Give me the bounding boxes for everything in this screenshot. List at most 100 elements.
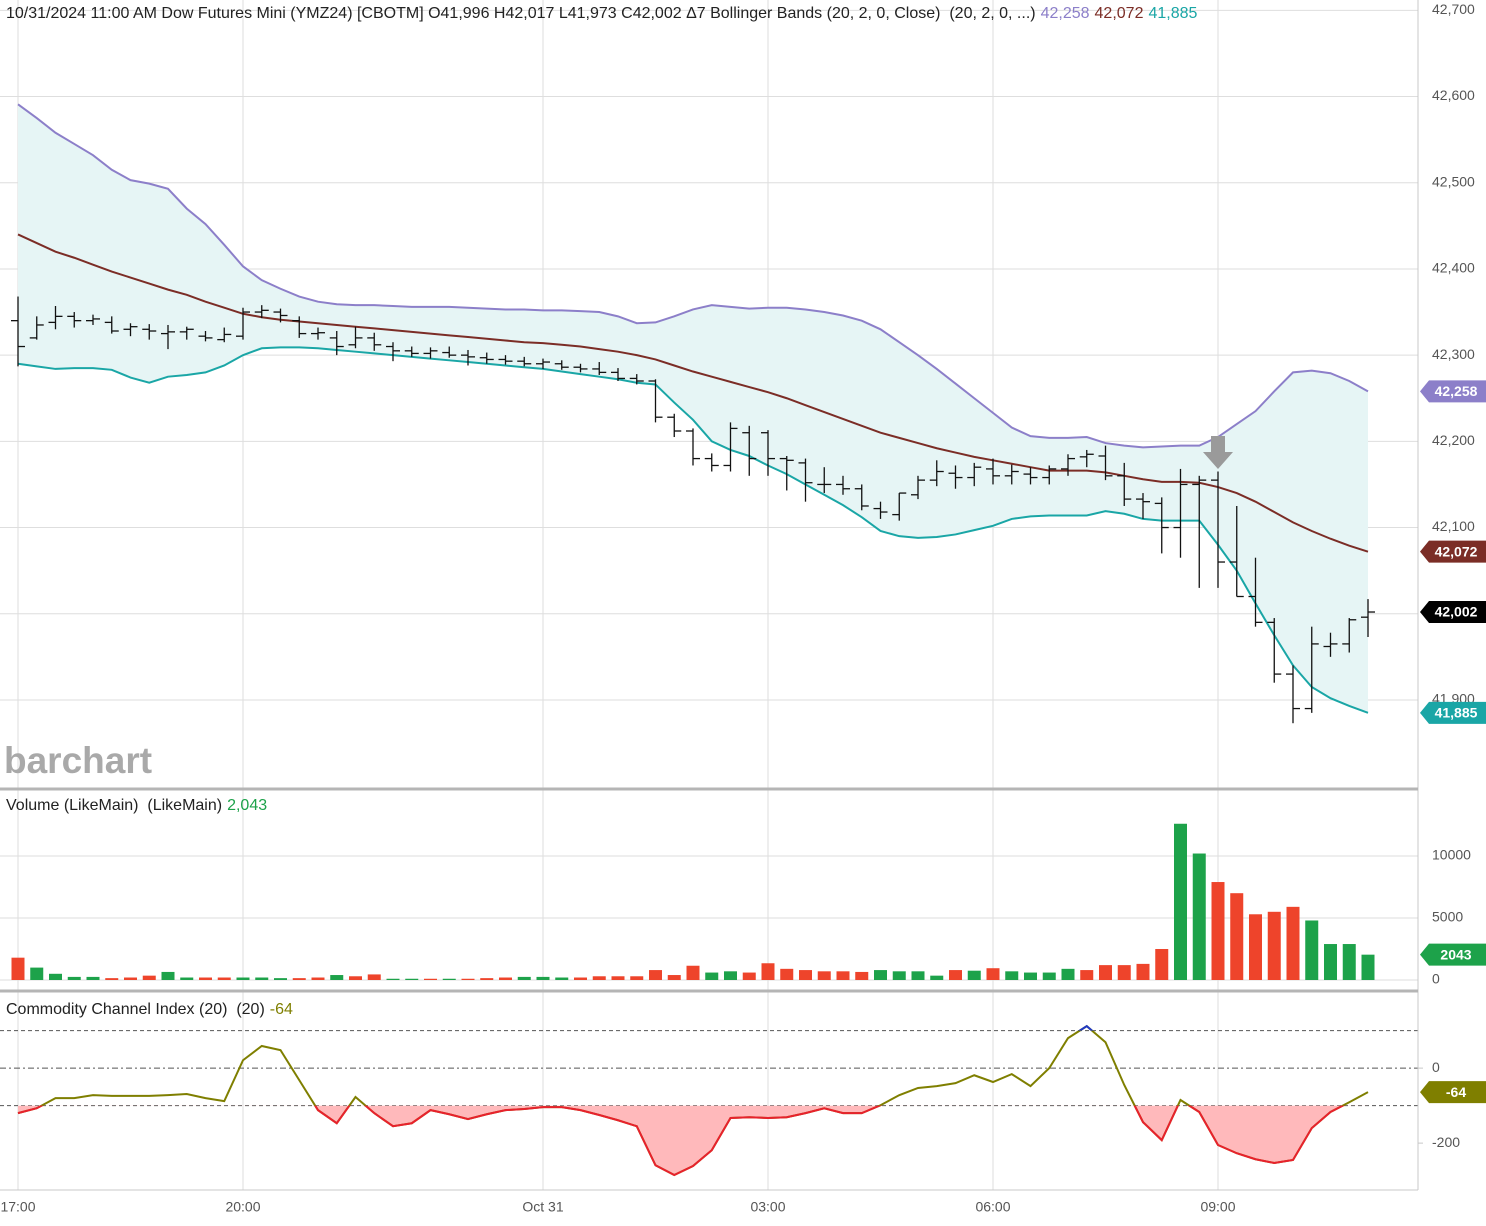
band-fill (18, 104, 1368, 713)
panel-value: -64 (270, 1001, 293, 1018)
value-badge-label: 42,258 (1435, 383, 1478, 399)
y-tick-label: 42,600 (1432, 87, 1475, 103)
volume-bar (855, 971, 869, 980)
y-tick-label: 42,700 (1432, 1, 1475, 17)
value-badge (1420, 601, 1486, 624)
value-badge-label: 42,072 (1435, 543, 1478, 559)
value-badge-label: 2043 (1440, 946, 1471, 962)
volume-bar (761, 963, 775, 980)
volume-bar (967, 970, 981, 980)
volume-bar (705, 972, 719, 980)
legend-value: 42,258 (1041, 5, 1090, 22)
volume-bar (367, 974, 381, 980)
value-badge (1420, 380, 1486, 403)
volume-bar (67, 976, 81, 980)
volume-bar (667, 975, 681, 980)
volume-bar (649, 970, 662, 980)
y-tick-label: 5000 (1432, 909, 1463, 925)
panel-value: 2,043 (227, 797, 267, 814)
volume-bar (161, 971, 175, 980)
value-badge (1420, 701, 1486, 724)
volume-bar (1061, 968, 1075, 980)
x-tick-label: 09:00 (1200, 1199, 1235, 1215)
x-tick-label: Oct 31 (522, 1199, 563, 1215)
volume-bar (911, 971, 925, 980)
oversold-fill (18, 1105, 1368, 1175)
legend-value: 42,072 (1095, 5, 1144, 22)
volume-bar (1005, 971, 1019, 980)
volume-bar (1286, 906, 1300, 980)
x-tick-label: 20:00 (225, 1199, 260, 1215)
volume-bar (180, 977, 194, 980)
volume-bar (1117, 965, 1131, 980)
volume-bar (1192, 853, 1206, 980)
volume-bar (836, 971, 850, 980)
x-tick-label: 03:00 (750, 1199, 785, 1215)
volume-bar (255, 977, 269, 980)
volume-bar (1342, 944, 1356, 980)
volume-bar (30, 967, 44, 980)
y-tick-label: 10000 (1432, 847, 1471, 863)
y-tick-label: 42,400 (1432, 260, 1475, 276)
volume-bar (1249, 914, 1262, 980)
volume-bar (217, 977, 231, 980)
volume-bar (1080, 970, 1094, 980)
volume-bar (1099, 965, 1112, 980)
value-badge-label: -64 (1446, 1084, 1466, 1100)
x-tick-label: 17:00 (0, 1199, 35, 1215)
y-tick-label: 42,300 (1432, 346, 1475, 362)
y-tick-label: 0 (1432, 1059, 1440, 1075)
volume-bar (1267, 911, 1281, 980)
y-tick-label: 42,100 (1432, 518, 1475, 534)
volume-bar (630, 976, 644, 980)
legend-value: 41,885 (1148, 5, 1197, 22)
volume-bar (892, 971, 906, 980)
plot-area (11, 103, 1375, 1177)
volume-bar (274, 978, 287, 980)
y-tick-label: 0 (1432, 971, 1440, 987)
volume-bar (442, 978, 456, 980)
volume-bar (611, 976, 625, 980)
signal-arrow (1203, 436, 1233, 469)
volume-bar (105, 978, 119, 980)
volume-bar (1042, 972, 1056, 980)
y-tick-label: 42,200 (1432, 432, 1475, 448)
volume-bar (386, 978, 400, 980)
volume-bar (480, 978, 494, 980)
panel-title: Commodity Channel Index (20) (20) -64 (6, 1001, 293, 1018)
volume-bar (986, 968, 1000, 980)
volume-bar (1211, 882, 1225, 980)
volume-bar (1361, 954, 1375, 980)
volume-bar (330, 975, 344, 980)
volume-bar (930, 975, 944, 980)
volume-bar (405, 978, 419, 980)
volume-bar (236, 977, 250, 980)
value-badge-label: 42,002 (1435, 604, 1478, 620)
volume-bar (1136, 963, 1150, 980)
value-badge (1420, 943, 1486, 966)
volume-bar (1305, 920, 1319, 980)
volume-bar (536, 976, 550, 980)
y-tick-label: -200 (1432, 1134, 1460, 1150)
panel-title: Volume (LikeMain) (LikeMain) 2,043 (6, 797, 267, 814)
volume-bar (949, 970, 962, 980)
volume-bar (592, 976, 606, 980)
volume-bar (49, 973, 62, 980)
value-badge (1420, 540, 1486, 563)
volume-bar (424, 978, 437, 980)
volume-bar (349, 976, 362, 980)
volume-bar (517, 976, 531, 980)
volume-bar (1174, 823, 1187, 980)
volume-bar (1230, 893, 1244, 980)
volume-bar (1324, 944, 1337, 980)
volume-bar (555, 977, 569, 980)
x-tick-label: 06:00 (975, 1199, 1010, 1215)
value-badge (1420, 1081, 1486, 1104)
band-line (17, 103, 1369, 449)
volume-bar (742, 972, 756, 980)
cci-line-low (17, 1105, 1345, 1177)
volume-bar (124, 977, 137, 980)
panel-title-text: Commodity Channel Index (20) (20) (6, 1001, 265, 1018)
volume-bar (574, 977, 587, 980)
